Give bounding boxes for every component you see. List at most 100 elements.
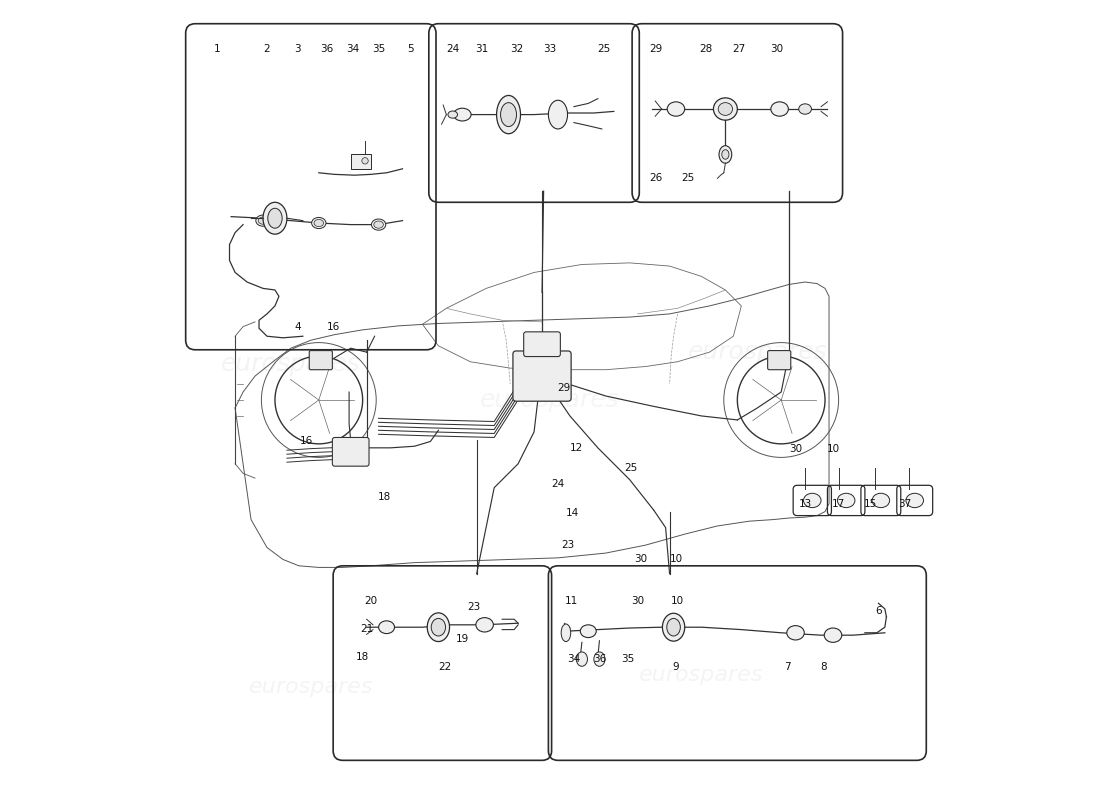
FancyBboxPatch shape — [524, 332, 560, 357]
Text: 25: 25 — [681, 174, 694, 183]
Text: 17: 17 — [832, 498, 845, 509]
Text: 19: 19 — [455, 634, 469, 644]
Text: 16: 16 — [327, 322, 340, 332]
Ellipse shape — [453, 108, 471, 121]
Text: 14: 14 — [565, 508, 579, 518]
Ellipse shape — [314, 219, 323, 226]
Text: 26: 26 — [649, 174, 662, 183]
Ellipse shape — [258, 217, 267, 224]
Text: 11: 11 — [565, 596, 579, 606]
Text: 8: 8 — [821, 662, 827, 672]
Ellipse shape — [496, 95, 520, 134]
Text: eurospares: eurospares — [639, 665, 763, 685]
Ellipse shape — [263, 202, 287, 234]
Bar — [351, 154, 371, 169]
Ellipse shape — [594, 652, 605, 666]
FancyBboxPatch shape — [332, 438, 368, 466]
Text: 23: 23 — [561, 540, 574, 550]
Text: 27: 27 — [733, 44, 746, 54]
Ellipse shape — [581, 625, 596, 638]
Text: 30: 30 — [771, 44, 784, 54]
Text: 25: 25 — [597, 44, 611, 54]
Ellipse shape — [256, 215, 271, 226]
Ellipse shape — [872, 494, 890, 508]
Text: 1: 1 — [213, 44, 220, 54]
FancyBboxPatch shape — [309, 350, 332, 370]
Text: 20: 20 — [364, 596, 377, 606]
Ellipse shape — [906, 494, 924, 508]
Ellipse shape — [786, 626, 804, 640]
Text: 12: 12 — [570, 443, 583, 453]
Ellipse shape — [662, 614, 684, 641]
Text: eurospares: eurospares — [221, 352, 361, 376]
Ellipse shape — [722, 150, 729, 159]
Text: 5: 5 — [407, 44, 414, 54]
Text: eurospares: eurospares — [481, 388, 619, 412]
Ellipse shape — [267, 208, 282, 228]
Text: 30: 30 — [789, 445, 802, 454]
Text: 33: 33 — [543, 44, 557, 54]
Text: 7: 7 — [784, 662, 791, 672]
Text: 25: 25 — [625, 462, 638, 473]
Ellipse shape — [803, 494, 821, 508]
Ellipse shape — [667, 618, 680, 636]
Text: 35: 35 — [372, 44, 385, 54]
Ellipse shape — [311, 218, 326, 229]
Text: 36: 36 — [594, 654, 607, 664]
Text: 4: 4 — [294, 322, 300, 332]
Ellipse shape — [771, 102, 789, 116]
Text: 37: 37 — [898, 498, 912, 509]
FancyBboxPatch shape — [768, 350, 791, 370]
Ellipse shape — [837, 494, 855, 508]
Text: 35: 35 — [620, 654, 634, 664]
Text: 2: 2 — [264, 44, 271, 54]
Text: 15: 15 — [864, 498, 877, 509]
Text: 22: 22 — [438, 662, 451, 672]
Text: 30: 30 — [631, 596, 645, 606]
Ellipse shape — [476, 618, 494, 632]
Text: 29: 29 — [649, 44, 662, 54]
Ellipse shape — [372, 219, 386, 230]
Text: 23: 23 — [468, 602, 481, 612]
Text: 9: 9 — [672, 662, 680, 672]
Text: 18: 18 — [356, 652, 370, 662]
Text: 6: 6 — [876, 606, 882, 616]
Ellipse shape — [378, 621, 395, 634]
Ellipse shape — [719, 146, 732, 163]
Text: 24: 24 — [551, 478, 564, 489]
Ellipse shape — [799, 104, 812, 114]
Ellipse shape — [824, 628, 842, 642]
Ellipse shape — [576, 652, 587, 666]
Text: 30: 30 — [635, 554, 648, 565]
Text: 10: 10 — [671, 596, 684, 606]
Ellipse shape — [549, 100, 568, 129]
Circle shape — [359, 154, 372, 167]
Ellipse shape — [500, 102, 517, 126]
Ellipse shape — [718, 102, 733, 115]
Text: 36: 36 — [320, 44, 333, 54]
Text: 18: 18 — [377, 492, 390, 502]
Text: 16: 16 — [300, 437, 313, 446]
Text: 34: 34 — [346, 44, 360, 54]
Text: 13: 13 — [799, 498, 812, 509]
Text: 31: 31 — [475, 44, 488, 54]
FancyBboxPatch shape — [513, 351, 571, 401]
Ellipse shape — [431, 618, 446, 636]
Text: eurospares: eurospares — [249, 677, 373, 697]
Circle shape — [362, 158, 369, 164]
Text: 28: 28 — [698, 44, 712, 54]
Text: 10: 10 — [826, 445, 839, 454]
Text: 34: 34 — [568, 654, 581, 664]
Ellipse shape — [448, 111, 458, 118]
Ellipse shape — [714, 98, 737, 120]
Text: 10: 10 — [670, 554, 682, 565]
Text: 21: 21 — [360, 624, 373, 634]
Ellipse shape — [374, 221, 384, 228]
Ellipse shape — [427, 613, 450, 642]
Text: 3: 3 — [294, 44, 300, 54]
Ellipse shape — [561, 624, 571, 642]
Text: eurospares: eurospares — [688, 340, 827, 364]
Text: 29: 29 — [557, 383, 570, 393]
Text: 32: 32 — [510, 44, 524, 54]
Text: 24: 24 — [447, 44, 460, 54]
